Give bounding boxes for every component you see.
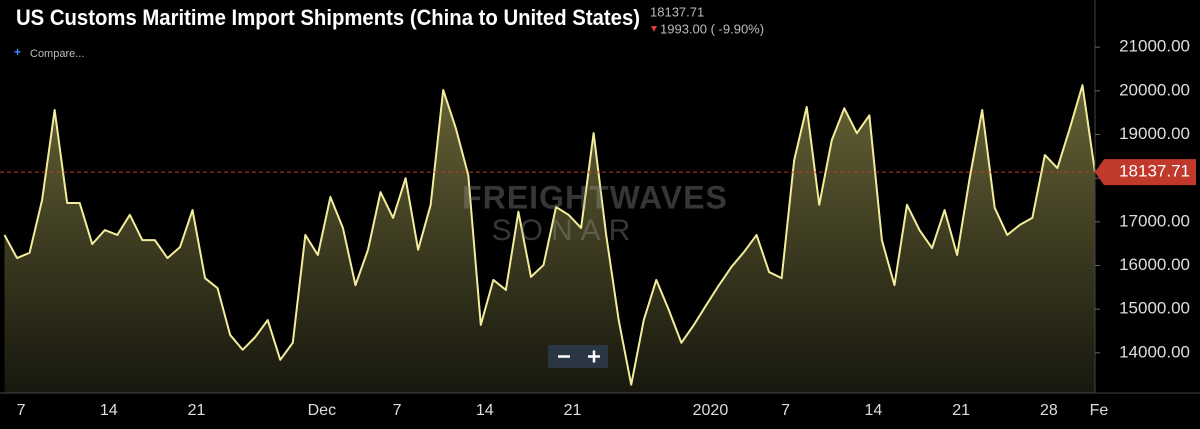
down-arrow	[651, 26, 657, 32]
compare-link[interactable]: Compare...	[30, 48, 84, 60]
chart-title: US Customs Maritime Import Shipments (Ch…	[16, 5, 640, 30]
x-tick-label: Dec	[308, 402, 336, 419]
x-tick-label: 14	[100, 402, 118, 419]
x-tick-label: Fe	[1090, 402, 1109, 419]
plot-area	[3, 84, 1096, 394]
last-value: 18137.71	[650, 4, 704, 19]
y-tick-label: 20000.00	[1119, 80, 1190, 99]
watermark-text: SONAR	[492, 214, 639, 247]
last-value-tag	[1095, 159, 1196, 186]
x-tick-label: 14	[864, 402, 882, 419]
y-tick-label: 21000.00	[1119, 37, 1190, 56]
x-tick-label: 21	[564, 402, 582, 419]
x-tick-label: 28	[1040, 402, 1058, 419]
watermark: FREIGHTWAVES SONAR	[462, 179, 728, 247]
last-value-tag-label: 18137.71	[1119, 162, 1190, 181]
y-tick-label: 17000.00	[1119, 211, 1190, 230]
x-tick-label: 21	[952, 402, 970, 419]
watermark-text: FREIGHTWAVES	[462, 179, 728, 215]
x-tick-label: 7	[393, 402, 402, 419]
x-tick-label: 2020	[693, 402, 729, 419]
x-tick-label: 14	[476, 402, 494, 419]
y-tick-label: 14000.00	[1119, 342, 1190, 361]
compare-icon[interactable]: +	[14, 45, 21, 59]
zoom-controls	[548, 345, 608, 368]
x-tick-label: 7	[781, 402, 790, 419]
y-tick-label: 16000.00	[1119, 255, 1190, 274]
line	[3, 84, 1096, 386]
change-label: 1993.00 ( -9.90%)	[660, 21, 764, 36]
x-tick-label: 21	[188, 402, 206, 419]
y-tick-label: 15000.00	[1119, 299, 1190, 318]
x-tick-label: 7	[17, 402, 26, 419]
y-tick-label: 19000.00	[1119, 124, 1190, 143]
